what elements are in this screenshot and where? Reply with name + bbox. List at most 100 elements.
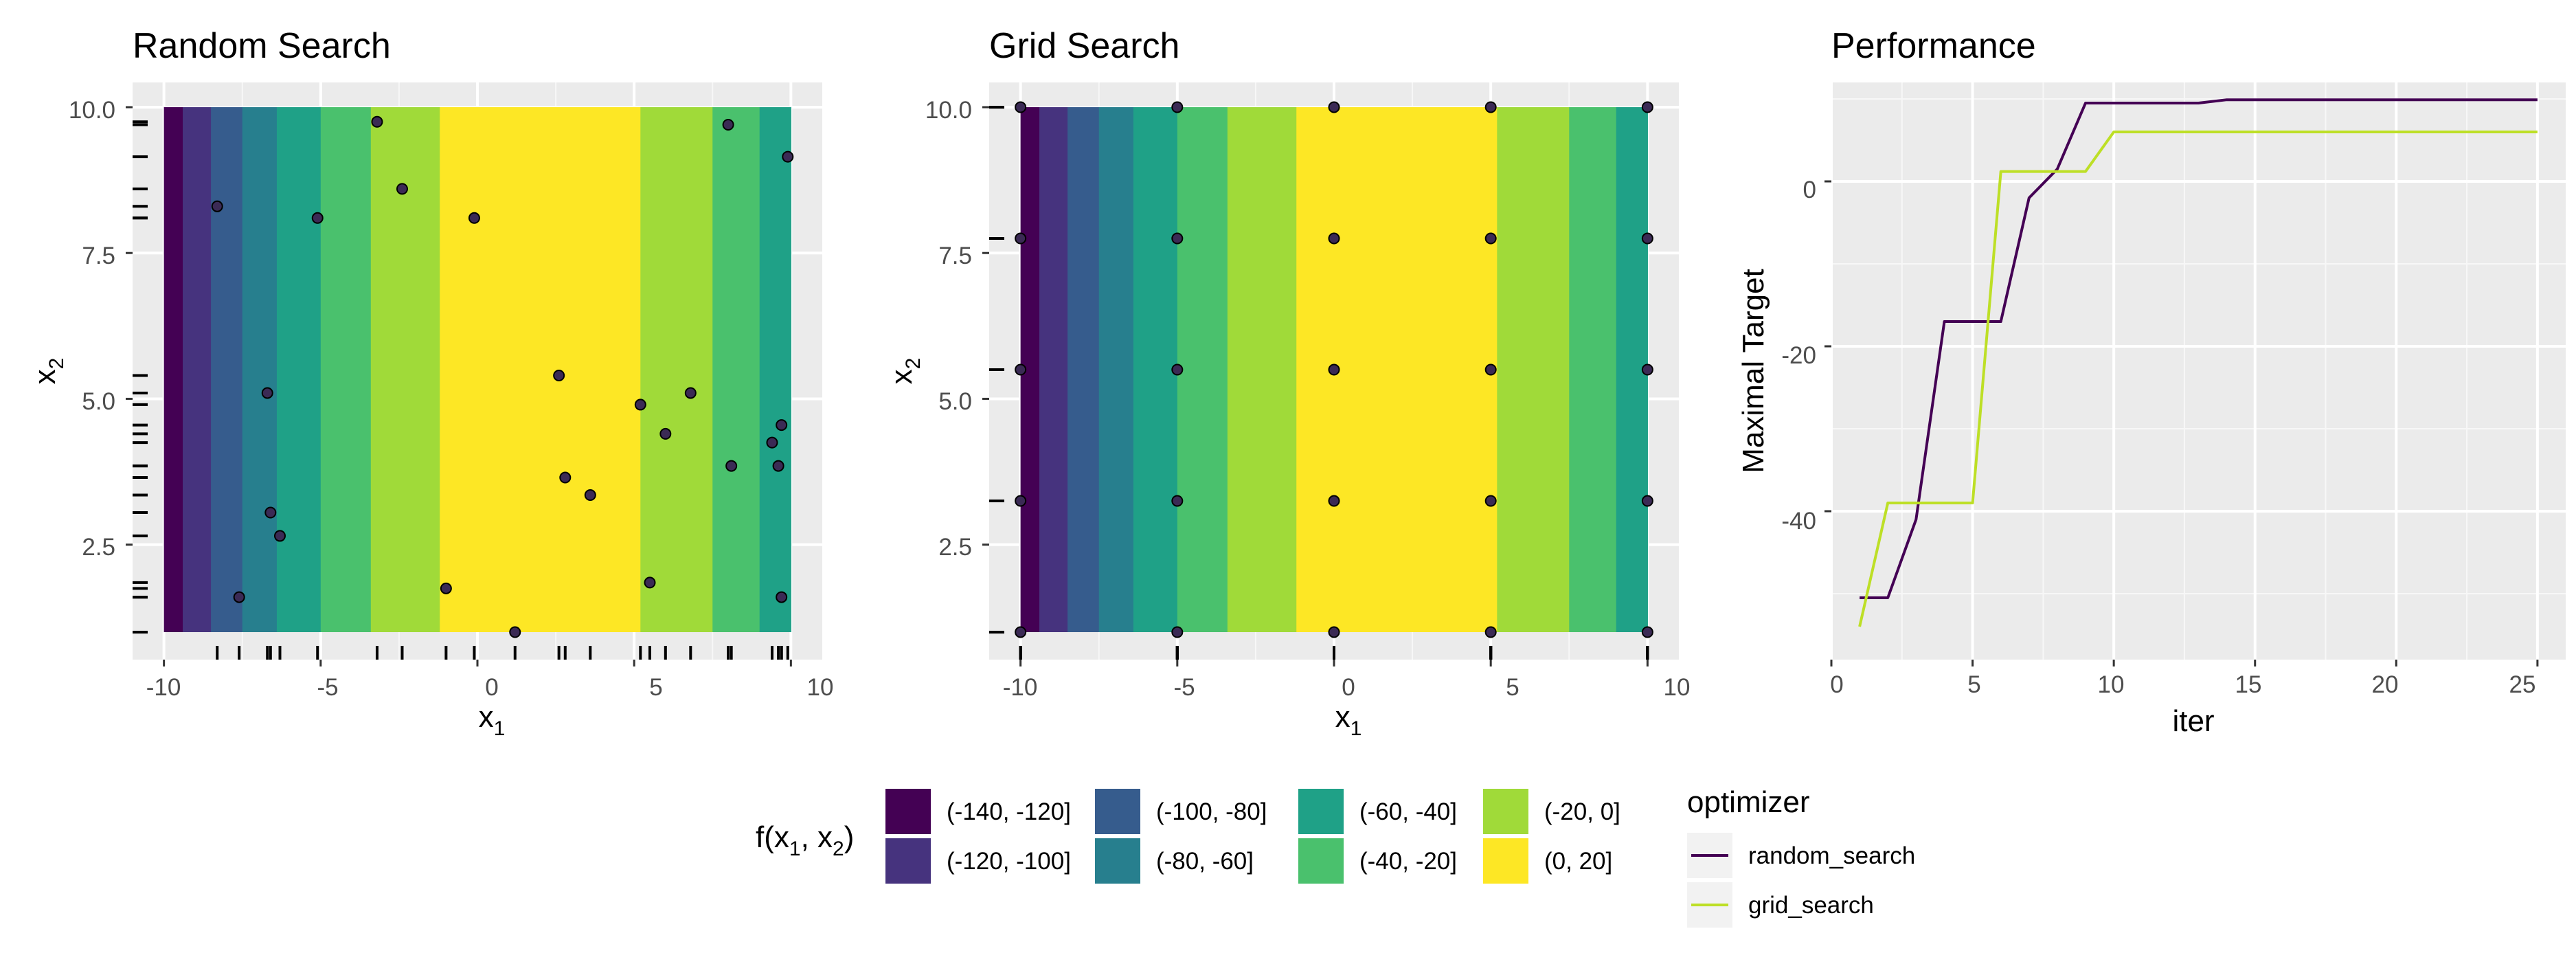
rug-marks [989, 106, 1649, 660]
data-point [644, 576, 656, 589]
color-legend-title: optimizer [1687, 785, 1810, 819]
rug-marks [133, 120, 789, 660]
data-point [273, 530, 286, 542]
x-axis-title: x1 [1335, 700, 1362, 740]
data-point [725, 460, 738, 472]
y-tick-label: 7.5 [938, 243, 972, 269]
data-point [1641, 626, 1653, 638]
data-point [776, 419, 788, 432]
x-tick-label: 25 [2509, 671, 2536, 698]
data-point [1484, 363, 1497, 376]
data-point [1641, 363, 1653, 376]
x-tick-label: 5 [649, 674, 662, 701]
y-tick-label: 7.5 [82, 243, 115, 269]
panel-performance: Performance 0 5 10 15 20 25 -40 -20 0 it… [1737, 26, 2566, 738]
data-point [264, 506, 277, 519]
fill-legend-key [1095, 789, 1140, 834]
data-point [584, 489, 596, 502]
data-point [559, 471, 572, 484]
y-tick-label: 2.5 [938, 534, 972, 561]
data-point [1328, 232, 1340, 245]
fill-legend-key [885, 838, 931, 884]
panel-grid-search: Grid Search -10 -5 0 5 10 2.5 5.0 7.5 10… [885, 26, 1690, 740]
fill-legend-key [1095, 838, 1140, 884]
fill-legend-title: f(x1, x2) [756, 820, 854, 860]
x-tick-label: 5 [1967, 671, 1980, 698]
contour-band [1098, 107, 1134, 632]
y-tick-label: -40 [1781, 508, 1816, 535]
data-point [371, 115, 383, 128]
y-tick-label: -20 [1781, 342, 1816, 369]
x-tick-label: 15 [2235, 671, 2262, 698]
data-point [684, 387, 697, 399]
data-point [634, 399, 646, 411]
data-point [1015, 232, 1027, 245]
series-lines [1858, 98, 2538, 627]
contour-band [163, 107, 183, 632]
fill-legend-label: (-40, -20] [1359, 848, 1457, 875]
data-point [1015, 626, 1027, 638]
data-point [1641, 495, 1653, 507]
sample-points [211, 115, 794, 638]
fill-legend-label: (-140, -120] [947, 798, 1071, 825]
data-point [1641, 232, 1653, 245]
contour-band [712, 107, 760, 632]
data-point [1171, 495, 1184, 507]
color-legend-items: random_search grid_search [1687, 833, 1915, 928]
x-tick-label: 10 [807, 674, 834, 701]
contour-band [242, 107, 278, 632]
x-tick-label: 0 [485, 674, 498, 701]
data-point [1171, 626, 1184, 638]
contour-band [1296, 107, 1498, 632]
fill-legend-items: (-140, -120] (-120, -100] (-100, -80] (-80,… [885, 789, 1620, 884]
contour-band [1133, 107, 1178, 632]
data-point [311, 212, 324, 224]
data-point [1328, 495, 1340, 507]
fill-legend-label: (-100, -80] [1156, 798, 1267, 825]
data-point [782, 150, 794, 163]
contour-bands [163, 107, 791, 632]
x-tick-label: -10 [146, 674, 181, 701]
contour-band [211, 107, 243, 632]
x-tick-label: -10 [1003, 674, 1038, 701]
contour-band [440, 107, 641, 632]
data-point [211, 200, 223, 212]
y-axis-title: x2 [885, 358, 925, 385]
data-point [772, 460, 784, 472]
data-point [1641, 101, 1653, 113]
y-tick-label: 10.0 [69, 97, 115, 124]
data-point [1171, 232, 1184, 245]
series-line-grid-search [1858, 131, 2538, 627]
axes: 0 5 10 15 20 25 -40 -20 0 [1781, 177, 2539, 698]
data-point [553, 369, 565, 381]
color-legend-label: grid_search [1748, 892, 1874, 919]
data-point [1484, 626, 1497, 638]
fill-legend-key [1298, 789, 1344, 834]
x-tick-label: 10 [1664, 674, 1691, 701]
data-point [1015, 363, 1027, 376]
x-tick-label: -5 [317, 674, 338, 701]
x-tick-label: 10 [2098, 671, 2125, 698]
contour-band [183, 107, 212, 632]
data-point [261, 387, 273, 399]
contour-band [320, 107, 372, 632]
data-point [468, 212, 480, 224]
fill-legend-label: (-60, -40] [1359, 798, 1457, 825]
contour-band [1039, 107, 1068, 632]
fill-legend-label: (-120, -100] [947, 848, 1071, 875]
data-point [509, 626, 521, 638]
fill-legend-key [1483, 789, 1528, 834]
contour-band [1177, 107, 1228, 632]
axes: -10 -5 0 5 10 2.5 5.0 7.5 10.0 [69, 97, 834, 701]
x-tick-label: 5 [1506, 674, 1519, 701]
contour-band [276, 107, 321, 632]
fill-legend-key [1298, 838, 1344, 884]
data-point [659, 427, 672, 440]
x-tick-label: 20 [2372, 671, 2399, 698]
fill-legend-key [1483, 838, 1528, 884]
axes: -10 -5 0 5 10 2.5 5.0 7.5 10.0 [925, 97, 1691, 701]
data-point [1015, 101, 1027, 113]
fill-legend-label: (-80, -60] [1156, 848, 1254, 875]
x-tick-label: -5 [1173, 674, 1195, 701]
contour-band [640, 107, 713, 632]
